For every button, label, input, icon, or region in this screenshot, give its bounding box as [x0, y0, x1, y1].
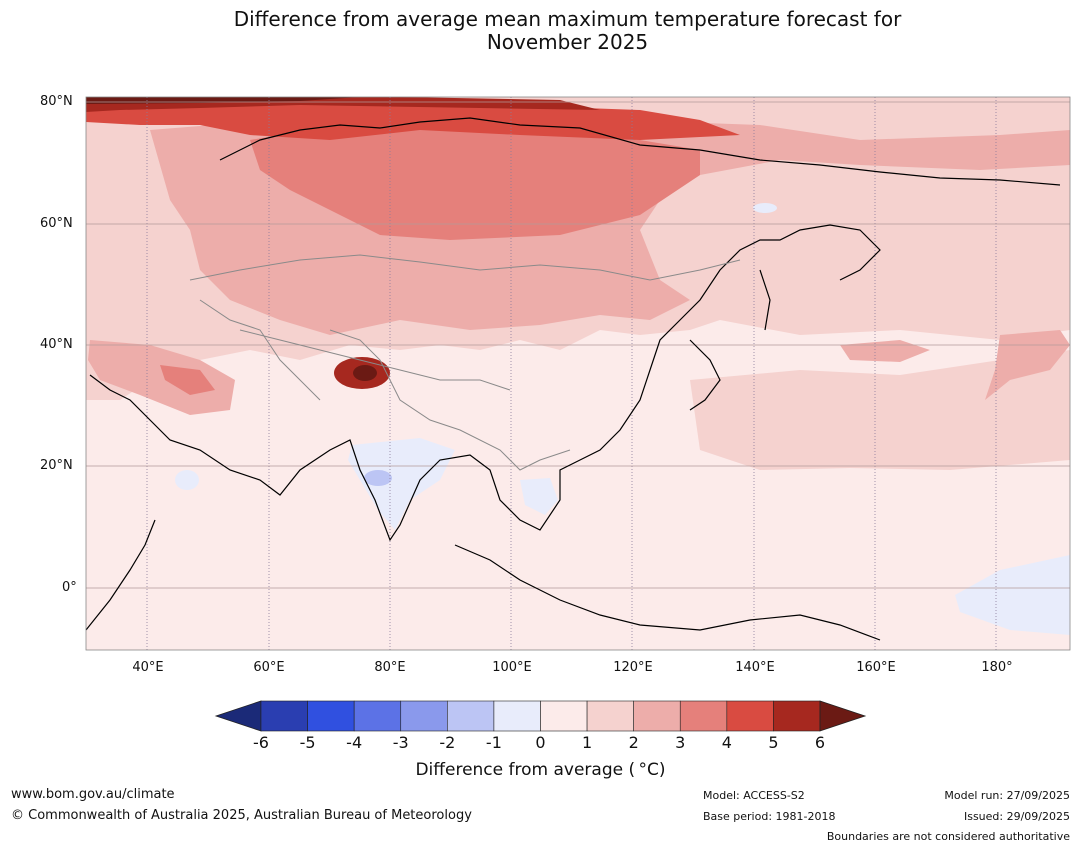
- colorbar-tick-label: 6: [814, 733, 826, 752]
- colorbar-tick-label: 3: [675, 733, 686, 752]
- colorbar-swatch: [400, 700, 448, 732]
- colorbar-swatch: [726, 700, 774, 732]
- colorbar-tick-label: -3: [392, 733, 409, 752]
- contour-band-east-pacific: [985, 330, 1070, 400]
- lat-tick-40n: 40°N: [40, 337, 73, 352]
- latitude-gridlines: [86, 101, 1070, 589]
- footer-issued: Issued: 29/09/2025: [963, 810, 1070, 823]
- contour-negative-okhotsk: [753, 203, 777, 213]
- lon-tick-180: 180°: [981, 660, 1013, 675]
- map-title: Difference from average mean maximum tem…: [0, 8, 1081, 54]
- contour-negative-arabia: [175, 470, 199, 490]
- contour-hotspot-core: [353, 365, 377, 381]
- colorbar-extend-high: [819, 700, 867, 732]
- colorbar-tick-label: 4: [721, 733, 732, 752]
- contour-band-pacific: [690, 350, 1070, 470]
- lon-tick-40e: 40°E: [132, 660, 164, 675]
- colorbar-tick-label: 2: [628, 733, 639, 752]
- lat-tick-60n: 60°N: [40, 216, 73, 231]
- lon-tick-160e: 160°E: [856, 660, 896, 675]
- colorbar-swatch: [679, 700, 728, 732]
- colorbar: [214, 700, 867, 732]
- contour-band-4-5: [86, 100, 740, 140]
- footer-copyright: © Commonwealth of Australia 2025, Austra…: [11, 808, 472, 823]
- colorbar-swatch: [353, 700, 402, 732]
- footer-base-period: Base period: 1981-2018: [703, 810, 836, 823]
- lat-tick-20n: 20°N: [40, 458, 73, 473]
- lon-tick-60e: 60°E: [253, 660, 285, 675]
- colorbar-tick-label: 5: [768, 733, 779, 752]
- colorbar-swatches: [260, 700, 821, 732]
- colorbar-swatch: [586, 700, 634, 732]
- colorbar-label: Difference from average ( °C): [415, 760, 666, 780]
- contour-negative-pacific: [955, 555, 1070, 635]
- contour-negative-india-core: [364, 470, 392, 486]
- lat-tick-80n: 80°N: [40, 94, 73, 109]
- colorbar-extend-low: [214, 700, 262, 732]
- map-frame: [85, 96, 1071, 651]
- footer-website[interactable]: www.bom.gov.au/climate: [11, 787, 175, 802]
- lon-tick-100e: 100°E: [492, 660, 532, 675]
- colorbar-swatch: [260, 700, 308, 732]
- colorbar-tick-label: 0: [535, 733, 546, 752]
- lon-tick-140e: 140°E: [735, 660, 775, 675]
- colorbar-swatch: [447, 700, 495, 732]
- colorbar-swatch: [307, 700, 355, 732]
- footer-disclaimer: Boundaries are not considered authoritat…: [826, 830, 1070, 843]
- contour-band-iran: [160, 365, 215, 395]
- coastlines: [85, 117, 1061, 641]
- colorbar-tick-label: -2: [439, 733, 456, 752]
- colorbar-swatch: [773, 700, 821, 732]
- contour-band-middle-east: [88, 340, 235, 415]
- contour-band-pacific-blob: [840, 340, 930, 362]
- contour-negative-india: [348, 438, 455, 530]
- colorbar-tick-label: -5: [299, 733, 316, 752]
- contour-negative-indochina: [520, 478, 558, 515]
- footer-model: Model: ACCESS-S2: [703, 789, 805, 802]
- colorbar-tick-label: 1: [581, 733, 593, 752]
- colorbar-tick-label: -6: [253, 733, 269, 752]
- colorbar-swatch: [493, 700, 541, 732]
- colorbar-swatch: [633, 700, 681, 732]
- lon-tick-120e: 120°E: [613, 660, 653, 675]
- map-area: [85, 96, 1071, 651]
- colorbar-tick-label: -4: [346, 733, 363, 752]
- title-line-2: November 2025: [486, 30, 649, 54]
- colorbar-swatch: [540, 700, 588, 732]
- longitude-gridlines: [146, 97, 997, 650]
- contour-band-3-4: [250, 115, 700, 240]
- lat-tick-0: 0°: [62, 580, 77, 595]
- title-line-1: Difference from average mean maximum tem…: [233, 7, 902, 31]
- footer-model-run: Model run: 27/09/2025: [944, 789, 1070, 802]
- lon-tick-80e: 80°E: [374, 660, 406, 675]
- colorbar-tick-label: -1: [485, 733, 502, 752]
- country-borders: [189, 254, 741, 471]
